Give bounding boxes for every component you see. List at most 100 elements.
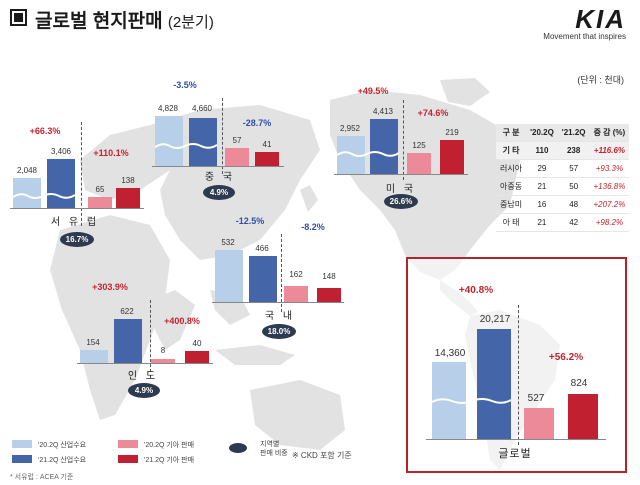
usa-industry-change: +49.5% xyxy=(357,86,389,96)
europe-share-badge: 16.7% xyxy=(60,232,94,247)
korea-divider xyxy=(281,234,282,312)
table-cell: 아중동 xyxy=(496,177,527,196)
global-ind21-bar xyxy=(477,329,511,439)
china-kia21-value: 41 xyxy=(262,140,272,149)
global-kia21-value: 824 xyxy=(570,378,588,389)
title-subtitle: (2분기) xyxy=(167,14,214,31)
footnote: * 서유럽 : ACEA 기준 xyxy=(10,474,74,481)
global-kia21-bar xyxy=(568,394,598,439)
break-wave-icon xyxy=(337,151,399,157)
others-table: 구 분 '20.2Q '21.2Q 증 감 (%) 기 타 110 238 +1… xyxy=(496,124,630,232)
square-bullet-icon xyxy=(10,9,27,26)
legend-ind20-label: '20.2Q 산업수요 xyxy=(38,442,87,449)
china-share-badge: 4.9% xyxy=(203,185,235,200)
table-row: 아 태 21 42 +98.2% xyxy=(496,213,630,232)
usa-ind21-bar xyxy=(370,119,398,174)
europe-kia21-value: 138 xyxy=(121,176,135,185)
india-kia20-value: 8 xyxy=(160,346,166,355)
korea-kia20-bar xyxy=(284,286,308,302)
legend-kia21-label: '21.2Q 기아 판매 xyxy=(144,457,195,464)
india-kia21-value: 40 xyxy=(192,339,202,348)
korea-ind20-bar xyxy=(215,250,243,302)
europe-ind21-bar xyxy=(47,159,75,208)
usa-kia21-bar xyxy=(440,140,464,174)
table-cell: 29 xyxy=(526,159,558,178)
europe-ind20-bar xyxy=(13,178,41,208)
table-cell: +93.3% xyxy=(589,159,630,178)
korea-ind21-bar xyxy=(249,256,277,302)
table-cell: 16 xyxy=(526,195,558,214)
table-cell: 러시아 xyxy=(496,159,527,178)
table-cell: +207.2% xyxy=(589,195,630,214)
korea-kia21-value: 148 xyxy=(322,272,336,281)
table-row: 기 타 110 238 +116.6% xyxy=(496,141,630,160)
india-label: 인 도 xyxy=(127,371,159,382)
china-ind20-value: 4,828 xyxy=(157,104,179,113)
table-row: 러시아 29 57 +93.3% xyxy=(496,159,630,178)
korea-ind21-value: 466 xyxy=(255,244,269,253)
table-header-cell: '21.2Q xyxy=(557,124,590,142)
table-header-cell: 구 분 xyxy=(496,124,527,142)
india-kia-change: +400.8% xyxy=(164,316,200,326)
usa-baseline xyxy=(334,174,468,175)
global-kia-change: +56.2% xyxy=(548,352,584,363)
kia-logo: KIA Movement that inspires xyxy=(543,6,626,41)
page-title: 글로벌 현지판매 (2분기) xyxy=(10,6,214,33)
global-ind20-value: 14,360 xyxy=(434,348,466,359)
china-divider xyxy=(222,98,223,174)
table-header-row: 구 분 '20.2Q '21.2Q 증 감 (%) xyxy=(496,124,630,142)
usa-kia20-bar xyxy=(407,153,431,174)
korea-kia21-bar xyxy=(317,288,341,302)
china-ind21-value: 4,660 xyxy=(191,104,213,113)
europe-label: 서 유 럽 xyxy=(50,217,100,228)
india-kia21-bar xyxy=(185,351,209,363)
india-industry-change: +303.9% xyxy=(92,282,128,292)
table-cell: 21 xyxy=(526,213,558,232)
usa-divider xyxy=(403,100,404,180)
korea-label: 국 내 xyxy=(264,311,296,322)
europe-kia20-bar xyxy=(88,197,112,208)
korea-industry-change: -12.5% xyxy=(235,216,265,226)
global-kia20-value: 527 xyxy=(527,393,545,404)
table-cell: +116.6% xyxy=(589,141,630,160)
china-baseline xyxy=(152,166,284,167)
global-divider xyxy=(518,305,519,445)
global-label: 글로벌 xyxy=(498,448,532,460)
europe-kia21-bar xyxy=(116,188,140,208)
unit-label: (단위 : 천대) xyxy=(577,75,624,85)
india-kia20-bar xyxy=(151,359,175,363)
break-wave-icon xyxy=(432,398,511,404)
table-row: 중남미 16 48 +207.2% xyxy=(496,195,630,214)
europe-ind21-value: 3,406 xyxy=(50,147,72,156)
europe-kia-change: +110.1% xyxy=(93,148,129,158)
legend-ind20-swatch xyxy=(12,440,32,448)
india-ind21-bar xyxy=(114,319,142,363)
legend-kia20-swatch xyxy=(118,440,138,448)
table-cell: 57 xyxy=(557,159,590,178)
table-cell: 21 xyxy=(526,177,558,196)
usa-kia21-value: 219 xyxy=(445,128,459,137)
china-kia21-bar xyxy=(255,152,279,166)
india-ind20-value: 154 xyxy=(86,338,100,347)
table-cell: +98.2% xyxy=(589,213,630,232)
logo-tagline: Movement that inspires xyxy=(543,32,626,41)
india-share-badge: 4.9% xyxy=(128,383,160,398)
table-cell: 48 xyxy=(557,195,590,214)
china-kia20-value: 57 xyxy=(232,136,242,145)
china-kia-change: -28.7% xyxy=(242,118,272,128)
legend-kia20-label: '20.2Q 기아 판매 xyxy=(144,442,195,449)
table-cell: 중남미 xyxy=(496,195,527,214)
table-cell: 238 xyxy=(557,141,590,160)
table-row: 아중동 21 50 +136.8% xyxy=(496,177,630,196)
china-industry-change: -3.5% xyxy=(173,80,197,90)
table-cell: +136.8% xyxy=(589,177,630,196)
break-wave-icon xyxy=(155,143,217,149)
legend-ckd-note: ※ CKD 포함 기준 xyxy=(292,451,352,460)
europe-baseline xyxy=(10,208,144,209)
title-text: 글로벌 현지판매 xyxy=(35,11,163,32)
china-kia20-bar xyxy=(225,148,249,166)
global-ind21-value: 20,217 xyxy=(479,314,511,325)
legend-share-label: 지역별 판매 비중 xyxy=(260,441,288,457)
europe-industry-change: +66.3% xyxy=(29,126,61,136)
legend-ind21-label: '21.2Q 산업수요 xyxy=(38,457,87,464)
